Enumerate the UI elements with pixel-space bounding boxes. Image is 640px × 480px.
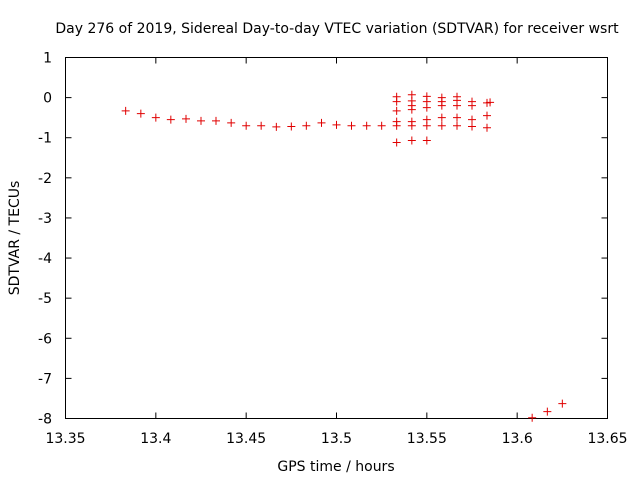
data-point (166, 115, 175, 124)
data-point (407, 117, 416, 126)
data-point (151, 113, 160, 122)
y-tick-label: -3 (38, 211, 52, 227)
x-tick-label: 13.5 (321, 431, 352, 447)
data-point (317, 118, 326, 127)
y-tick-label: -5 (38, 291, 52, 307)
data-point (453, 113, 462, 122)
data-point (392, 92, 401, 101)
data-point (257, 121, 266, 130)
data-point (422, 92, 431, 101)
data-point (242, 121, 251, 130)
data-point (558, 399, 567, 408)
y-tick-label: 1 (43, 51, 52, 67)
data-point (211, 116, 220, 125)
chart-title: Day 276 of 2019, Sidereal Day-to-day VTE… (55, 21, 619, 37)
x-tick-label: 13.35 (45, 431, 85, 447)
data-point (136, 109, 145, 118)
y-tick-label: 0 (43, 91, 52, 107)
data-point (287, 122, 296, 131)
y-axis-label: SDTVAR / TECUs (7, 181, 23, 296)
data-point (528, 413, 537, 422)
data-point (468, 97, 476, 106)
x-axis: 13.35 13.4 13.45 13.5 13.55 13.6 13.65 (45, 57, 628, 447)
x-tick-label: 13.65 (587, 431, 627, 447)
x-tick-label: 13.6 (502, 431, 533, 447)
data-point (227, 118, 236, 127)
data-point (482, 123, 491, 132)
x-axis-label: GPS time / hours (277, 459, 394, 475)
data-point (422, 115, 431, 124)
data-point (437, 121, 446, 130)
y-tick-label: -8 (38, 412, 52, 428)
data-point (392, 138, 401, 147)
data-point (437, 93, 446, 102)
data-point (468, 115, 476, 124)
y-tick-label: -1 (38, 131, 52, 147)
y-tick-label: -6 (38, 331, 52, 347)
data-point (453, 92, 462, 101)
y-tick-label: -4 (38, 251, 52, 267)
x-tick-label: 13.55 (407, 431, 447, 447)
data-point (407, 136, 416, 145)
y-tick-label: -7 (38, 371, 52, 387)
data-point (437, 113, 446, 122)
data-point (407, 90, 416, 99)
data-point (302, 121, 311, 130)
data-point (453, 121, 462, 130)
data-point (182, 114, 191, 123)
data-point (197, 116, 205, 125)
data-point (392, 106, 401, 115)
data-series (121, 90, 567, 422)
data-point (332, 120, 341, 129)
y-axis: 1 0 -1 -2 -3 -4 -5 -6 -7 -8 (38, 51, 608, 428)
y-tick-label: -2 (38, 171, 52, 187)
x-tick-label: 13.45 (226, 431, 266, 447)
x-tick-label: 13.4 (140, 431, 171, 447)
data-point (543, 407, 552, 416)
data-point (482, 111, 491, 120)
data-point (422, 136, 431, 145)
data-point (362, 121, 371, 130)
data-point (392, 117, 401, 126)
data-point (377, 121, 386, 130)
plot-area-frame (65, 57, 608, 419)
data-point (486, 98, 495, 107)
data-point (272, 122, 281, 131)
data-point (468, 122, 476, 131)
data-point (121, 106, 130, 115)
data-point (347, 121, 356, 130)
